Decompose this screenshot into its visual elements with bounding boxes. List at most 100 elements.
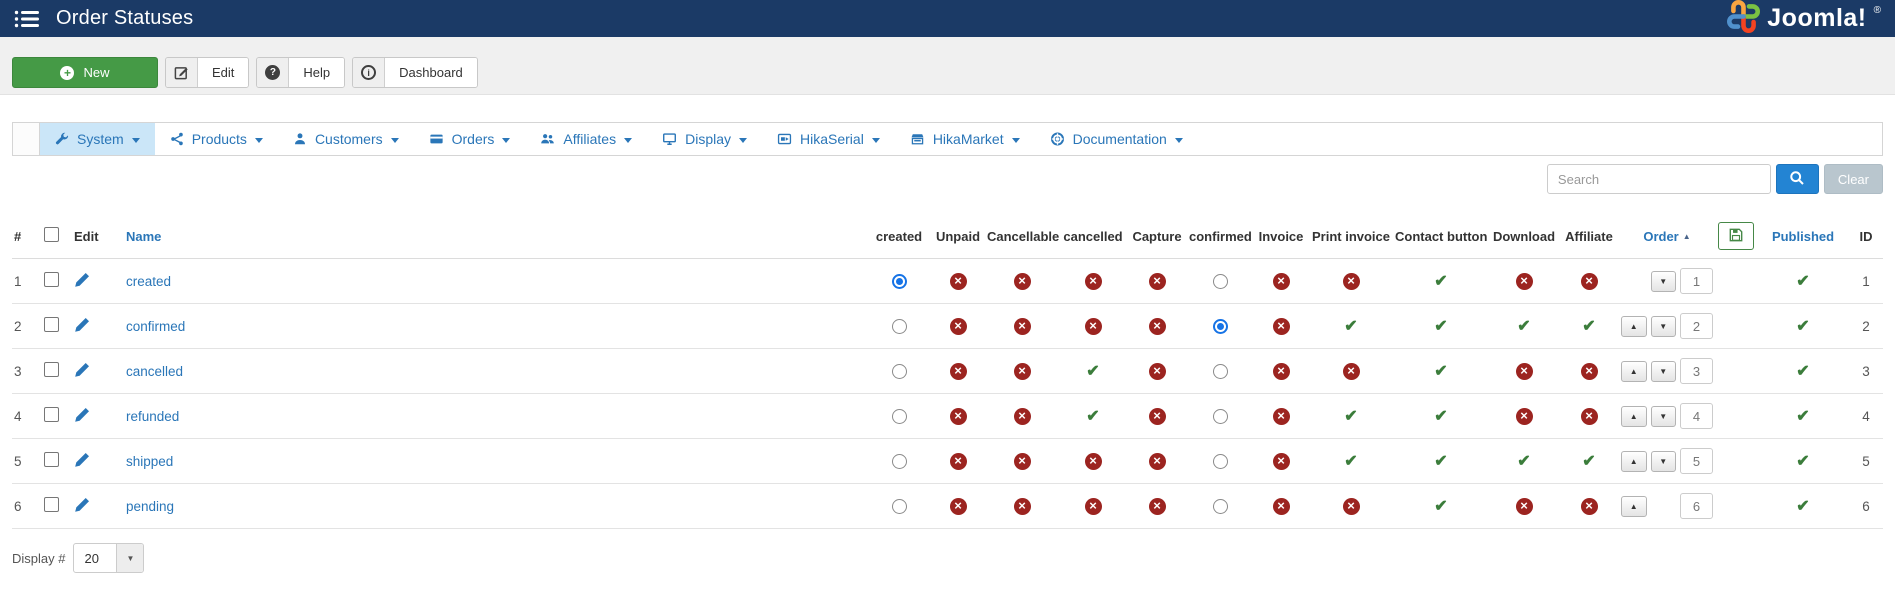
order-input[interactable]: [1680, 268, 1713, 294]
clear-button[interactable]: Clear: [1823, 164, 1883, 194]
affiliate-flag-icon[interactable]: [1580, 362, 1598, 380]
edit-button[interactable]: Edit: [165, 57, 250, 88]
contact-button-flag-icon[interactable]: [1434, 361, 1447, 381]
display-count-select[interactable]: 20: [73, 543, 145, 573]
status-name-link[interactable]: created: [126, 273, 172, 289]
confirmed-radio[interactable]: [1212, 318, 1228, 334]
capture-flag-icon[interactable]: [1148, 452, 1166, 470]
cancelled-flag-icon[interactable]: [1084, 452, 1102, 470]
cancellable-flag-icon[interactable]: [1013, 362, 1031, 380]
print-invoice-flag-icon[interactable]: [1342, 497, 1360, 515]
cancellable-flag-icon[interactable]: [1013, 452, 1031, 470]
order-up-button[interactable]: [1621, 450, 1647, 472]
row-checkbox[interactable]: [44, 452, 59, 467]
order-down-button[interactable]: [1650, 405, 1676, 427]
download-flag-icon[interactable]: [1515, 362, 1533, 380]
confirmed-radio[interactable]: [1212, 363, 1228, 379]
download-flag-icon[interactable]: [1515, 407, 1533, 425]
published-flag-icon[interactable]: [1796, 361, 1809, 381]
created-radio[interactable]: [891, 318, 907, 334]
menu-item-hikamarket[interactable]: HikaMarket: [895, 123, 1035, 155]
menu-item-orders[interactable]: Orders: [414, 123, 526, 155]
affiliate-flag-icon[interactable]: [1580, 407, 1598, 425]
select-all-checkbox[interactable]: [44, 227, 59, 242]
published-flag-icon[interactable]: [1796, 316, 1809, 336]
invoice-flag-icon[interactable]: [1272, 362, 1290, 380]
capture-flag-icon[interactable]: [1148, 272, 1166, 290]
help-button[interactable]: ? Help: [256, 57, 346, 88]
download-flag-icon[interactable]: [1517, 451, 1530, 471]
created-radio[interactable]: [891, 273, 907, 289]
print-invoice-flag-icon[interactable]: [1342, 362, 1360, 380]
unpaid-flag-icon[interactable]: [949, 362, 967, 380]
edit-pencil-icon[interactable]: [74, 362, 90, 378]
published-flag-icon[interactable]: [1796, 406, 1809, 426]
published-flag-icon[interactable]: [1796, 451, 1809, 471]
status-name-link[interactable]: confirmed: [126, 318, 186, 334]
unpaid-flag-icon[interactable]: [949, 272, 967, 290]
capture-flag-icon[interactable]: [1148, 497, 1166, 515]
menu-item-documentation[interactable]: Documentation: [1035, 123, 1198, 155]
order-down-button[interactable]: [1650, 315, 1676, 337]
created-radio[interactable]: [891, 363, 907, 379]
search-input[interactable]: [1546, 164, 1771, 194]
contact-button-flag-icon[interactable]: [1434, 451, 1447, 471]
order-down-button[interactable]: [1650, 360, 1676, 382]
edit-pencil-icon[interactable]: [74, 452, 90, 468]
col-header-name[interactable]: Name: [124, 214, 867, 259]
contact-button-flag-icon[interactable]: [1434, 271, 1447, 291]
cancellable-flag-icon[interactable]: [1013, 272, 1031, 290]
published-flag-icon[interactable]: [1796, 271, 1809, 291]
created-radio[interactable]: [891, 408, 907, 424]
contact-button-flag-icon[interactable]: [1434, 496, 1447, 516]
affiliate-flag-icon[interactable]: [1582, 316, 1595, 336]
unpaid-flag-icon[interactable]: [949, 452, 967, 470]
status-name-link[interactable]: refunded: [126, 408, 180, 424]
order-up-button[interactable]: [1621, 495, 1647, 517]
save-order-button[interactable]: [1718, 222, 1754, 250]
cancelled-flag-icon[interactable]: [1086, 361, 1099, 381]
capture-flag-icon[interactable]: [1148, 407, 1166, 425]
order-up-button[interactable]: [1621, 315, 1647, 337]
edit-pencil-icon[interactable]: [74, 317, 90, 333]
unpaid-flag-icon[interactable]: [949, 407, 967, 425]
col-header-published[interactable]: Published: [1757, 214, 1849, 259]
menu-item-system[interactable]: System: [40, 123, 155, 155]
row-checkbox[interactable]: [44, 317, 59, 332]
unpaid-flag-icon[interactable]: [949, 317, 967, 335]
print-invoice-flag-icon[interactable]: [1344, 316, 1357, 336]
invoice-flag-icon[interactable]: [1272, 317, 1290, 335]
order-input[interactable]: [1680, 313, 1713, 339]
cancellable-flag-icon[interactable]: [1013, 497, 1031, 515]
print-invoice-flag-icon[interactable]: [1344, 451, 1357, 471]
status-name-link[interactable]: pending: [126, 498, 175, 514]
col-header-order[interactable]: Order: [1619, 214, 1715, 259]
edit-pencil-icon[interactable]: [74, 497, 90, 513]
confirmed-radio[interactable]: [1212, 408, 1228, 424]
menu-item-hikaserial[interactable]: HikaSerial: [762, 123, 895, 155]
affiliate-flag-icon[interactable]: [1582, 451, 1595, 471]
edit-pencil-icon[interactable]: [74, 272, 90, 288]
menu-item-affiliates[interactable]: Affiliates: [525, 123, 647, 155]
download-flag-icon[interactable]: [1517, 316, 1530, 336]
download-flag-icon[interactable]: [1515, 272, 1533, 290]
download-flag-icon[interactable]: [1515, 497, 1533, 515]
confirmed-radio[interactable]: [1212, 498, 1228, 514]
capture-flag-icon[interactable]: [1148, 362, 1166, 380]
new-button[interactable]: + New: [12, 57, 158, 88]
order-input[interactable]: [1680, 403, 1713, 429]
unpaid-flag-icon[interactable]: [949, 497, 967, 515]
contact-button-flag-icon[interactable]: [1434, 406, 1447, 426]
order-down-button[interactable]: [1650, 270, 1676, 292]
confirmed-radio[interactable]: [1212, 273, 1228, 289]
row-checkbox[interactable]: [44, 362, 59, 377]
status-name-link[interactable]: shipped: [126, 453, 174, 469]
row-checkbox[interactable]: [44, 272, 59, 287]
order-input[interactable]: [1680, 358, 1713, 384]
created-radio[interactable]: [891, 498, 907, 514]
invoice-flag-icon[interactable]: [1272, 407, 1290, 425]
order-up-button[interactable]: [1621, 405, 1647, 427]
order-down-button[interactable]: [1650, 450, 1676, 472]
affiliate-flag-icon[interactable]: [1580, 497, 1598, 515]
search-button[interactable]: [1775, 164, 1819, 194]
